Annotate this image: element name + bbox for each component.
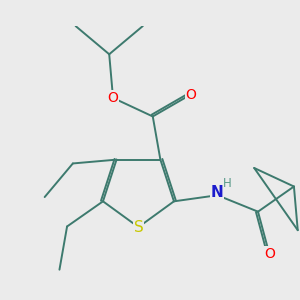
Text: N: N bbox=[211, 185, 224, 200]
Text: H: H bbox=[224, 177, 232, 190]
Text: S: S bbox=[134, 220, 143, 235]
Text: O: O bbox=[108, 91, 118, 105]
Text: O: O bbox=[264, 247, 275, 261]
Text: O: O bbox=[185, 88, 196, 101]
